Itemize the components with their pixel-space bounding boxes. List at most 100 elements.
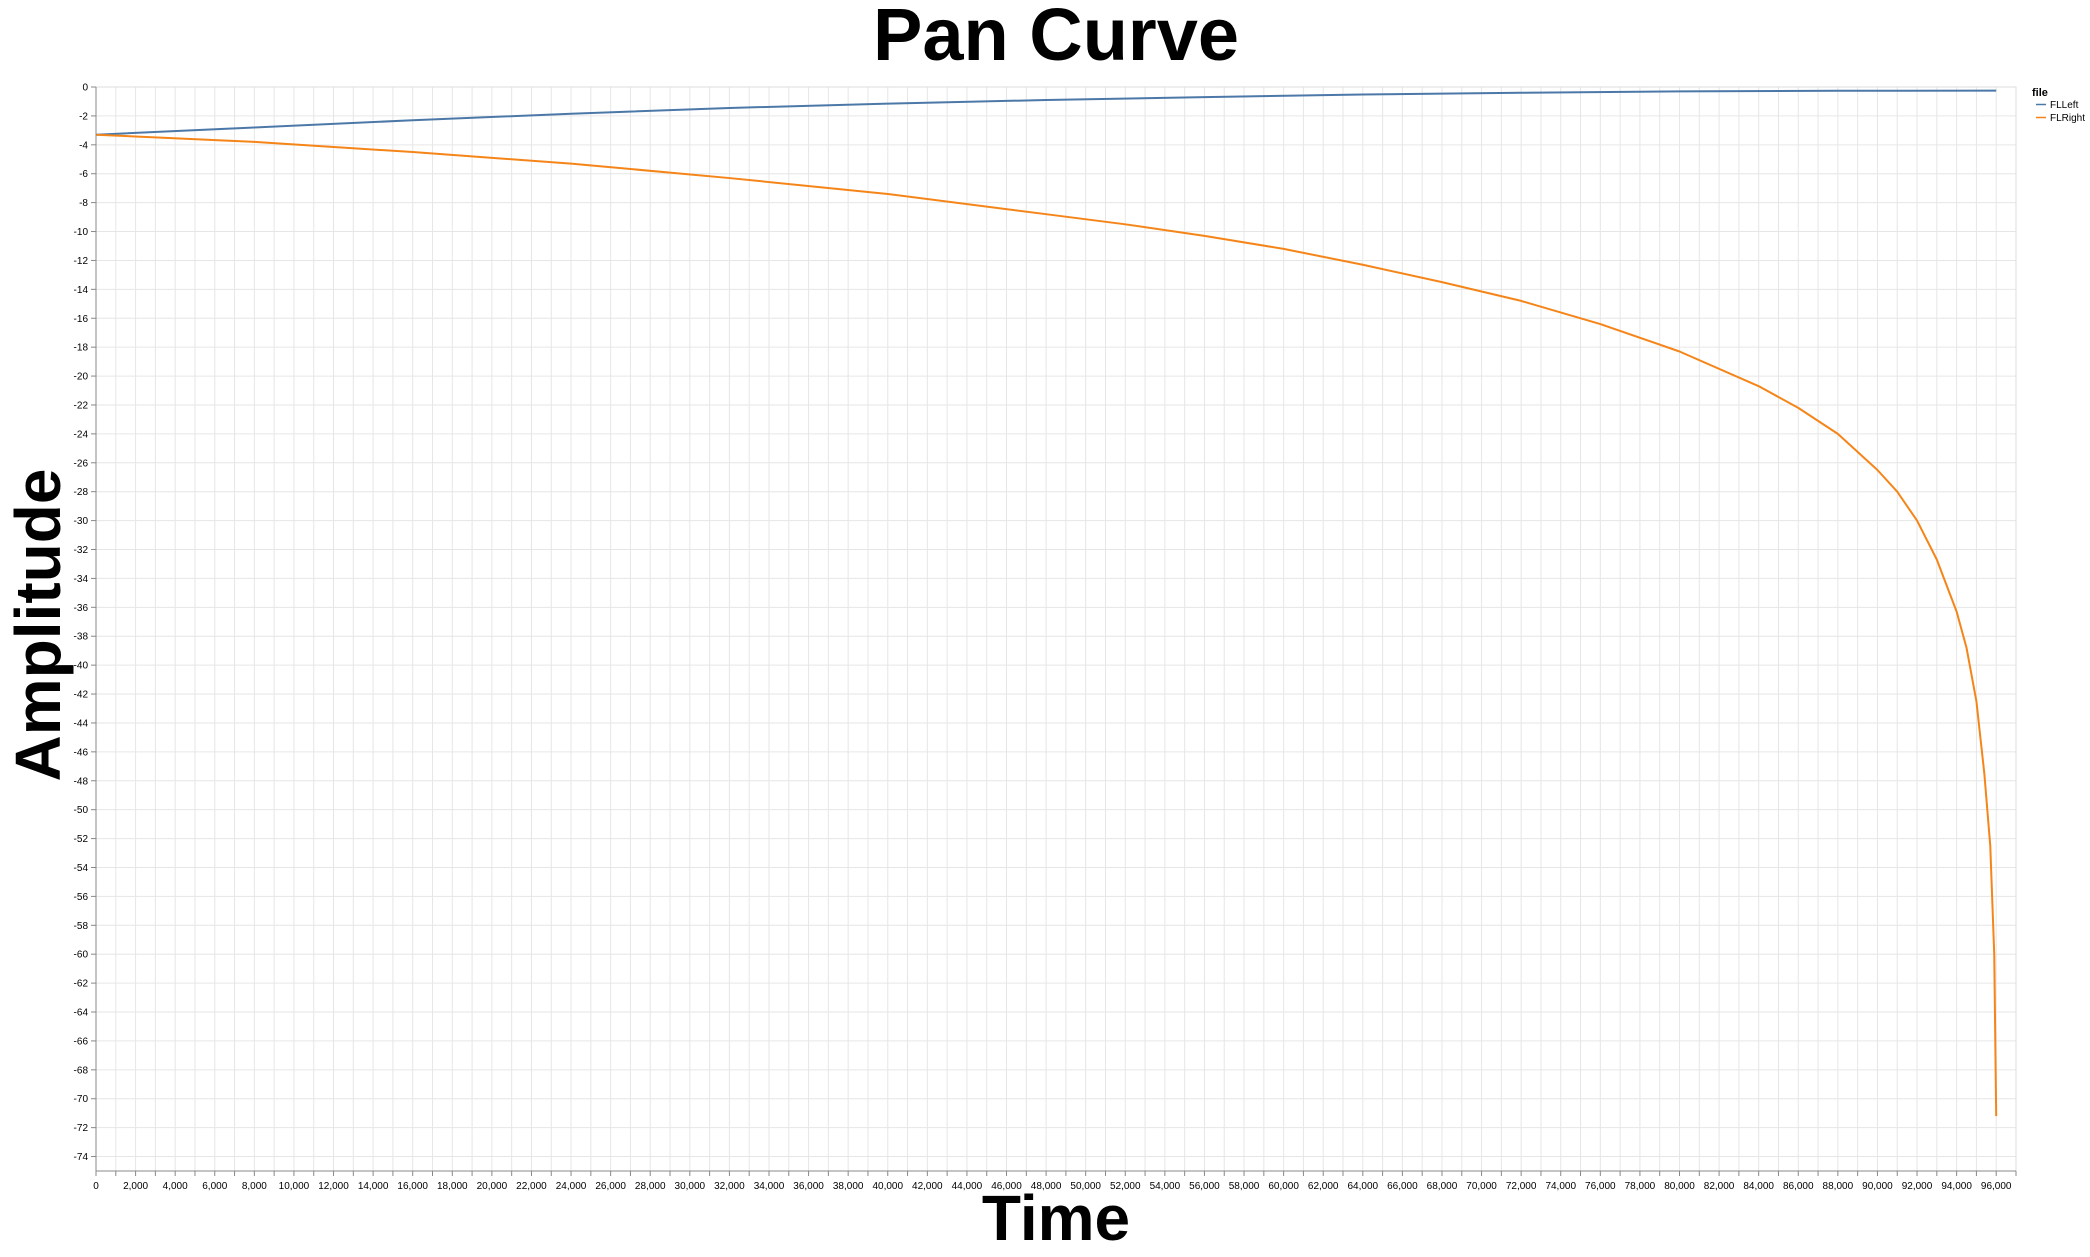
legend-title: file (2032, 87, 2048, 99)
y-tick-label: -50 (74, 805, 89, 816)
y-tick-label: -12 (74, 256, 89, 267)
x-tick-label: 22,000 (516, 1181, 547, 1192)
x-tick-label: 40,000 (872, 1181, 903, 1192)
grid (95, 86, 2017, 1172)
x-tick-label: 6,000 (202, 1181, 227, 1192)
y-tick-label: -2 (79, 111, 88, 122)
y-tick-label: -8 (79, 198, 88, 209)
y-tick-label: -6 (79, 169, 88, 180)
y-tick-label: -56 (74, 892, 89, 903)
x-tick-label: 82,000 (1704, 1181, 1735, 1192)
x-tick-label: 94,000 (1941, 1181, 1972, 1192)
x-tick-label: 56,000 (1189, 1181, 1220, 1192)
x-tick-label: 30,000 (675, 1181, 706, 1192)
x-tick-label: 88,000 (1823, 1181, 1854, 1192)
y-tick-label: -72 (74, 1123, 89, 1134)
x-tick-label: 44,000 (952, 1181, 983, 1192)
x-tick-label: 28,000 (635, 1181, 666, 1192)
series-lines (96, 89, 1998, 1117)
x-tick-label: 78,000 (1625, 1181, 1656, 1192)
x-tick-label: 70,000 (1466, 1181, 1497, 1192)
y-tick-label: -40 (74, 661, 89, 672)
y-tick-label: -18 (74, 343, 89, 354)
y-tick-label: -20 (74, 372, 89, 383)
y-tick-label: -68 (74, 1065, 89, 1076)
x-tick-label: 58,000 (1229, 1181, 1260, 1192)
x-tick-label: 38,000 (833, 1181, 864, 1192)
x-tick-label: 8,000 (242, 1181, 267, 1192)
y-tick-label: -30 (74, 516, 89, 527)
x-tick-label: 26,000 (595, 1181, 626, 1192)
x-tick-label: 32,000 (714, 1181, 745, 1192)
y-tick-label: 0 (82, 83, 88, 94)
x-tick-label: 60,000 (1268, 1181, 1299, 1192)
y-tick-label: -10 (74, 227, 89, 238)
y-tick-label: -22 (74, 400, 89, 411)
y-tick-label: -4 (79, 140, 88, 151)
y-tick-label: -62 (74, 979, 89, 990)
y-tick-label: -70 (74, 1094, 89, 1105)
y-tick-label: -42 (74, 690, 89, 701)
x-tick-labels: 0 2,000 4,000 6,000 8,000 10,000 12,000 14,000 1… (93, 1181, 2012, 1192)
y-tick-label: -46 (74, 747, 89, 758)
y-tick-labels: 0 -2 -4 -6 -8 -10 -12 -14 -16 -18 -20 -22 -24 -26 -28 -… (74, 83, 89, 1164)
x-tick-label: 48,000 (1031, 1181, 1062, 1192)
x-tick-label: 72,000 (1506, 1181, 1537, 1192)
x-tick-label: 18,000 (437, 1181, 468, 1192)
x-tick-label: 46,000 (991, 1181, 1022, 1192)
x-tick-label: 96,000 (1981, 1181, 2012, 1192)
x-tick-label: 68,000 (1427, 1181, 1458, 1192)
y-tick-label: -48 (74, 776, 89, 787)
x-tick-label: 54,000 (1150, 1181, 1181, 1192)
x-axis-label: Time (982, 1182, 1130, 1254)
y-tick-label: -34 (74, 574, 89, 585)
x-tick-label: 90,000 (1862, 1181, 1893, 1192)
y-tick-label: -36 (74, 603, 89, 614)
x-tick-label: 74,000 (1545, 1181, 1576, 1192)
legend: file FLLeft FLRight (2032, 87, 2085, 124)
y-axis-label: Amplitude (2, 469, 74, 782)
y-tick-label: -38 (74, 632, 89, 643)
y-tick-label: -66 (74, 1036, 89, 1047)
y-tick-label: -58 (74, 921, 89, 932)
x-tick-label: 64,000 (1348, 1181, 1379, 1192)
x-tick-label: 76,000 (1585, 1181, 1616, 1192)
x-tick-label: 80,000 (1664, 1181, 1695, 1192)
x-tick-label: 52,000 (1110, 1181, 1141, 1192)
y-tick-label: -60 (74, 950, 89, 961)
y-tick-label: -64 (74, 1008, 89, 1019)
x-tick-label: 0 (93, 1181, 99, 1192)
x-tick-label: 92,000 (1902, 1181, 1933, 1192)
axes (91, 86, 2017, 1176)
x-tick-label: 86,000 (1783, 1181, 1814, 1192)
x-tick-label: 4,000 (163, 1181, 188, 1192)
legend-label-flleft: FLLeft (2050, 100, 2079, 111)
y-tick-label: -32 (74, 545, 89, 556)
x-tick-label: 24,000 (556, 1181, 587, 1192)
x-tick-label: 2,000 (123, 1181, 148, 1192)
y-tick-label: -74 (74, 1152, 89, 1163)
chart-title: Pan Curve (873, 0, 1239, 76)
y-tick-label: -52 (74, 834, 89, 845)
x-tick-label: 16,000 (397, 1181, 428, 1192)
y-tick-label: -54 (74, 863, 89, 874)
x-tick-label: 36,000 (793, 1181, 824, 1192)
x-tick-label: 84,000 (1743, 1181, 1774, 1192)
x-tick-label: 42,000 (912, 1181, 943, 1192)
series-line-flleft (96, 89, 1997, 136)
series-line-flright (96, 133, 1998, 1117)
x-tick-label: 66,000 (1387, 1181, 1418, 1192)
y-tick-label: -14 (74, 285, 89, 296)
y-tick-label: -24 (74, 429, 89, 440)
x-tick-label: 14,000 (358, 1181, 389, 1192)
y-tick-label: -44 (74, 718, 89, 729)
x-tick-label: 10,000 (279, 1181, 310, 1192)
y-tick-label: -16 (74, 314, 89, 325)
y-tick-label: -28 (74, 487, 89, 498)
x-tick-label: 12,000 (318, 1181, 349, 1192)
x-tick-label: 20,000 (477, 1181, 508, 1192)
plot-frame (95, 86, 2017, 1172)
x-tick-label: 34,000 (754, 1181, 785, 1192)
y-tick-label: -26 (74, 458, 89, 469)
